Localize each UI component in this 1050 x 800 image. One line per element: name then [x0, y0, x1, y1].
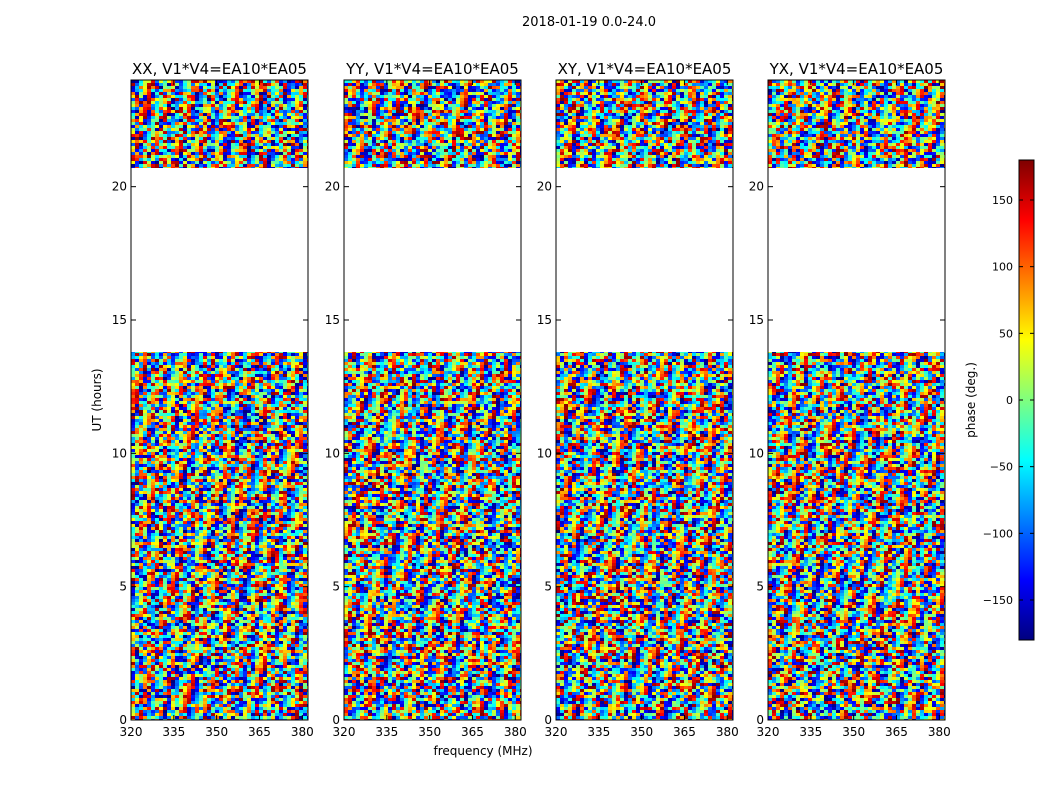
y-tick-label: 15 [537, 313, 552, 327]
data-segment [344, 352, 521, 720]
y-tick-label: 0 [119, 713, 127, 727]
colorbar-tick-label: 150 [992, 194, 1013, 207]
x-tick-label: 335 [375, 725, 398, 739]
axes-frame [130, 79, 309, 721]
y-tick-label: 20 [112, 180, 127, 194]
y-tick-label: 5 [119, 580, 127, 594]
y-tick-label: 15 [325, 313, 340, 327]
data-segment [768, 80, 945, 168]
x-tick-label: 365 [885, 725, 908, 739]
x-tick-label: 335 [799, 725, 822, 739]
x-tick-label: 365 [248, 725, 271, 739]
x-tick-label: 350 [630, 725, 653, 739]
colorbar-tick-label: −100 [983, 527, 1013, 540]
y-tick-label: 0 [332, 713, 340, 727]
colorbar-tick-label: 0 [1006, 394, 1013, 407]
data-segment [556, 80, 733, 168]
data-segment [131, 352, 308, 720]
colorbar-tick-label: 50 [999, 327, 1013, 340]
x-axis-label: frequency (MHz) [433, 744, 532, 758]
x-tick-label: 365 [461, 725, 484, 739]
panel-title: XY, V1*V4=EA10*EA05 [558, 60, 732, 78]
y-axis-label: UT (hours) [90, 368, 104, 431]
panel-title: YX, V1*V4=EA10*EA05 [769, 60, 944, 78]
x-tick-label: 380 [928, 725, 951, 739]
y-tick-label: 20 [537, 180, 552, 194]
y-tick-label: 20 [325, 180, 340, 194]
panel-yy: YY, V1*V4=EA10*EA05 320 335 350 365 380 0 5 10 15… [325, 60, 527, 739]
panel-title: YY, V1*V4=EA10*EA05 [345, 60, 519, 78]
y-tick-label: 20 [749, 180, 764, 194]
y-tick-label: 10 [537, 446, 552, 460]
axes-frame [767, 79, 946, 721]
y-tick-label: 5 [332, 580, 340, 594]
colorbar-tick-label: −150 [983, 594, 1013, 607]
x-tick-label: 320 [757, 725, 780, 739]
y-tick-label: 10 [325, 446, 340, 460]
x-tick-label: 320 [545, 725, 568, 739]
data-segment [131, 80, 308, 168]
y-tick-label: 15 [112, 313, 127, 327]
x-tick-label: 335 [587, 725, 610, 739]
x-tick-label: 365 [673, 725, 696, 739]
panel-xy: XY, V1*V4=EA10*EA05 320 335 350 365 380 0 5 10 15… [537, 60, 739, 739]
x-tick-label: 350 [418, 725, 441, 739]
y-tick-label: 5 [756, 580, 764, 594]
data-segment [556, 352, 733, 720]
y-tick-label: 10 [112, 446, 127, 460]
figure-suptitle: 2018-01-19 0.0-24.0 [522, 15, 656, 30]
x-tick-label: 380 [504, 725, 527, 739]
colorbar: −150 −100 −50 0 50 100 150 [983, 159, 1035, 641]
y-tick-label: 0 [544, 713, 552, 727]
y-tick-label: 10 [749, 446, 764, 460]
panel-yx: YX, V1*V4=EA10*EA05 320 335 350 365 380 0 5 10 15… [749, 60, 951, 739]
x-tick-label: 350 [205, 725, 228, 739]
axes-frame [555, 79, 734, 721]
x-tick-label: 335 [162, 725, 185, 739]
colorbar-tick-label: 100 [992, 261, 1013, 274]
panel-title: XX, V1*V4=EA10*EA05 [132, 60, 307, 78]
x-tick-label: 380 [716, 725, 739, 739]
axes-frame [343, 79, 522, 721]
colorbar-label: phase (deg.) [964, 362, 978, 438]
x-tick-label: 350 [842, 725, 865, 739]
data-segment [344, 80, 521, 168]
y-tick-label: 5 [544, 580, 552, 594]
data-segment [768, 352, 945, 720]
x-tick-label: 320 [120, 725, 143, 739]
y-tick-label: 15 [749, 313, 764, 327]
panel-xx: XX, V1*V4=EA10*EA05 320 335 350 365 380 0 5 10 15… [112, 60, 314, 739]
x-tick-label: 380 [291, 725, 314, 739]
colorbar-tick-label: −50 [990, 461, 1013, 474]
y-tick-label: 0 [756, 713, 764, 727]
x-tick-label: 320 [333, 725, 356, 739]
